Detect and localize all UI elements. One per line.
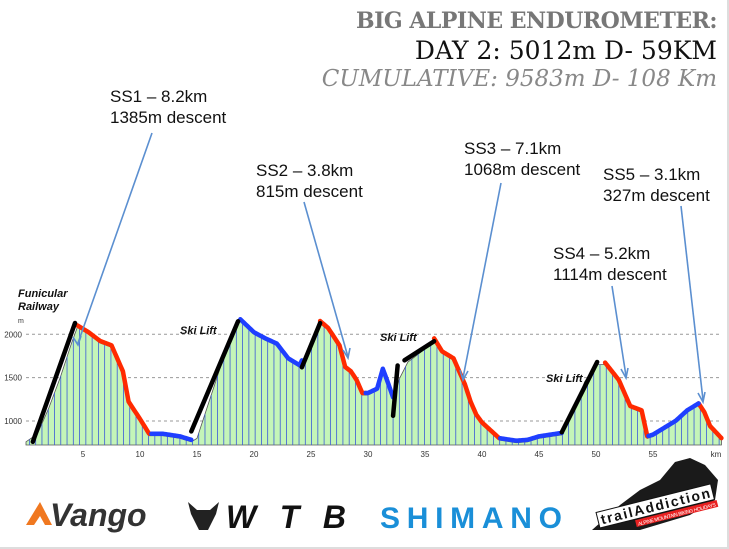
climb-segment bbox=[363, 366, 396, 400]
x-tick-label: 20 bbox=[250, 450, 259, 459]
ss3-descent: 1068m descent bbox=[464, 160, 581, 179]
svg-text:Vango: Vango bbox=[50, 497, 147, 533]
ss1-descent: 1385m descent bbox=[110, 108, 227, 127]
shimano-logo: SHIMANO bbox=[380, 502, 562, 535]
climb-segment bbox=[149, 431, 194, 443]
lift-segment bbox=[559, 359, 600, 435]
ss5-distance: SS5 – 3.1km bbox=[603, 165, 701, 184]
descent-segment bbox=[602, 360, 651, 439]
x-tick-label: 35 bbox=[421, 450, 430, 459]
ss5-arrow bbox=[680, 205, 704, 401]
bull-head-icon bbox=[188, 502, 219, 530]
y-tick-label: 2000 bbox=[4, 330, 22, 339]
lift-segment bbox=[390, 363, 400, 419]
ss4-arrow bbox=[611, 285, 627, 377]
climb-segment bbox=[238, 317, 305, 368]
funicular-label: Funicular Railway bbox=[18, 288, 68, 313]
ss3-arrow bbox=[462, 182, 502, 379]
ss2-descent: 815m descent bbox=[256, 182, 363, 201]
lift-segment bbox=[189, 319, 241, 434]
lift-segment bbox=[402, 338, 437, 363]
ss4-annotation: SS4 – 5.2km 1114m descent bbox=[553, 243, 667, 285]
x-tick-label: 45 bbox=[535, 450, 544, 459]
trail-addiction-logo: trailAddiction ALPINE MOUNTAIN BIKING HO… bbox=[592, 458, 719, 530]
ski-lift-label-2: Ski Lift bbox=[380, 332, 417, 344]
climb-segment bbox=[497, 430, 565, 443]
x-tick-label: 50 bbox=[592, 450, 601, 459]
lift-segment bbox=[30, 320, 78, 445]
chart-title: BIG ALPINE ENDUROMETER: bbox=[356, 8, 718, 34]
y-tick-label: 1500 bbox=[4, 374, 22, 383]
x-tick-label: 15 bbox=[193, 450, 202, 459]
vango-logo: Vango bbox=[26, 497, 147, 533]
ski-lift-label-1: Ski Lift bbox=[180, 325, 217, 337]
day-summary: DAY 2: 5012m D- 59KM bbox=[414, 36, 717, 65]
ss5-descent: 327m descent bbox=[603, 186, 710, 205]
ss2-distance: SS2 – 3.8km bbox=[256, 161, 354, 180]
ss1-annotation: SS1 – 8.2km 1385m descent bbox=[110, 86, 226, 128]
y-tick-label: 1000 bbox=[4, 417, 22, 426]
climb-segment bbox=[646, 401, 701, 439]
descent-segment bbox=[75, 323, 152, 436]
ss2-annotation: SS2 – 3.8km 815m descent bbox=[256, 160, 363, 202]
ss4-distance: SS4 – 5.2km bbox=[553, 244, 651, 263]
x-tick-label: 55 bbox=[649, 450, 658, 459]
svg-text:SHIMANO: SHIMANO bbox=[380, 502, 562, 535]
ski-lift-label-3: Ski Lift bbox=[546, 373, 583, 385]
ss1-arrowhead bbox=[72, 335, 82, 347]
cumulative-summary: CUMULATIVE: 9583m D- 108 Km bbox=[321, 66, 717, 92]
ss2-arrow bbox=[303, 201, 349, 358]
ss4-descent: 1114m descent bbox=[553, 265, 667, 284]
y-axis-unit: m bbox=[18, 318, 24, 325]
ss3-distance: SS3 – 7.1km bbox=[464, 139, 562, 158]
elevation-area bbox=[25, 320, 722, 446]
x-tick-label: 5 bbox=[81, 450, 86, 459]
descent-segment bbox=[317, 318, 368, 396]
ss5-arrowhead bbox=[697, 391, 706, 405]
ss3-annotation: SS3 – 7.1km 1068m descent bbox=[464, 138, 580, 180]
ss3-arrowhead bbox=[459, 369, 469, 383]
lift-segment bbox=[299, 320, 323, 370]
wtb-logo: WTB bbox=[188, 499, 346, 535]
ss1-arrow bbox=[77, 132, 153, 344]
ss1-distance: SS1 – 8.2km bbox=[110, 87, 208, 106]
x-tick-label: 40 bbox=[478, 450, 487, 459]
svg-text:WTB: WTB bbox=[226, 499, 346, 535]
descent-segment bbox=[431, 336, 503, 441]
x-tick-label: 25 bbox=[307, 450, 316, 459]
x-tick-label: 30 bbox=[364, 450, 373, 459]
ss2-arrowhead bbox=[342, 347, 351, 361]
descent-segment bbox=[696, 401, 724, 441]
ss5-annotation: SS5 – 3.1km 327m descent bbox=[603, 164, 710, 206]
ss4-arrowhead bbox=[620, 367, 629, 381]
x-axis-unit: km bbox=[711, 450, 722, 459]
x-tick-label: 10 bbox=[136, 450, 145, 459]
